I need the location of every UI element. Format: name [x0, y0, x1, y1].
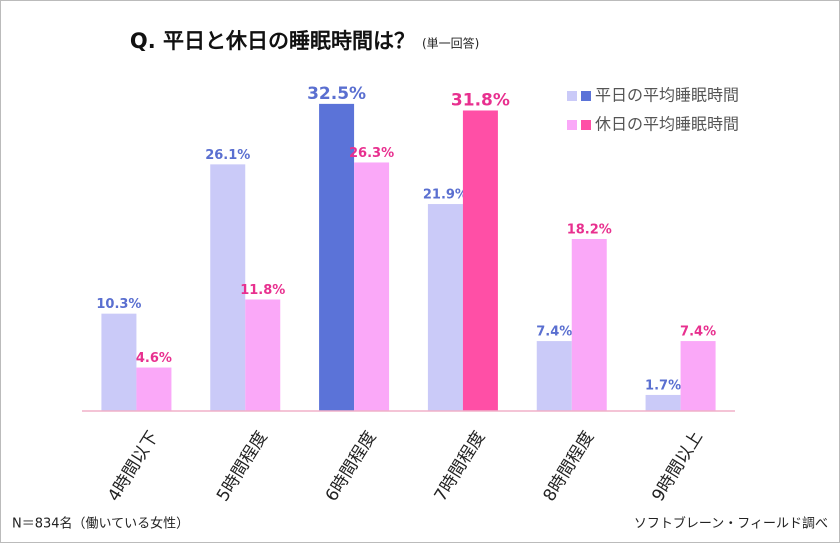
value-label: 4.6%	[136, 351, 172, 366]
bar	[536, 341, 572, 411]
value-label: 31.8%	[451, 90, 510, 110]
bar	[427, 204, 463, 411]
value-label: 1.7%	[645, 378, 681, 393]
value-label: 32.5%	[307, 84, 366, 104]
chart-title: Q. 平日と休日の睡眠時間は？	[130, 29, 415, 53]
bar	[354, 162, 390, 411]
legend-swatch	[567, 91, 577, 101]
legend-label: 平日の平均睡眠時間	[595, 86, 739, 105]
value-label: 11.8%	[240, 283, 285, 298]
bar	[462, 110, 498, 412]
value-label: 18.2%	[567, 223, 612, 238]
value-label: 21.9%	[423, 188, 468, 203]
chart-subtitle: (単一回答)	[422, 36, 479, 51]
bar	[680, 341, 716, 411]
legend-swatch	[581, 91, 591, 101]
bar	[319, 103, 355, 411]
source: ソフトブレーン・フィールド調べ	[634, 516, 828, 532]
bar	[645, 394, 681, 411]
bar	[136, 367, 172, 411]
legend-swatch	[581, 120, 591, 130]
value-label: 7.4%	[536, 325, 572, 340]
note: N＝834名（働いている女性）	[12, 516, 189, 532]
bar	[101, 313, 137, 411]
legend-swatch	[567, 120, 577, 130]
bar	[571, 239, 607, 411]
value-label: 26.3%	[349, 146, 394, 161]
legend-label: 休日の平均睡眠時間	[595, 115, 739, 134]
bar	[210, 164, 246, 411]
value-label: 7.4%	[680, 325, 716, 340]
value-label: 26.1%	[205, 148, 250, 163]
bar	[245, 299, 281, 411]
value-label: 10.3%	[96, 297, 141, 312]
